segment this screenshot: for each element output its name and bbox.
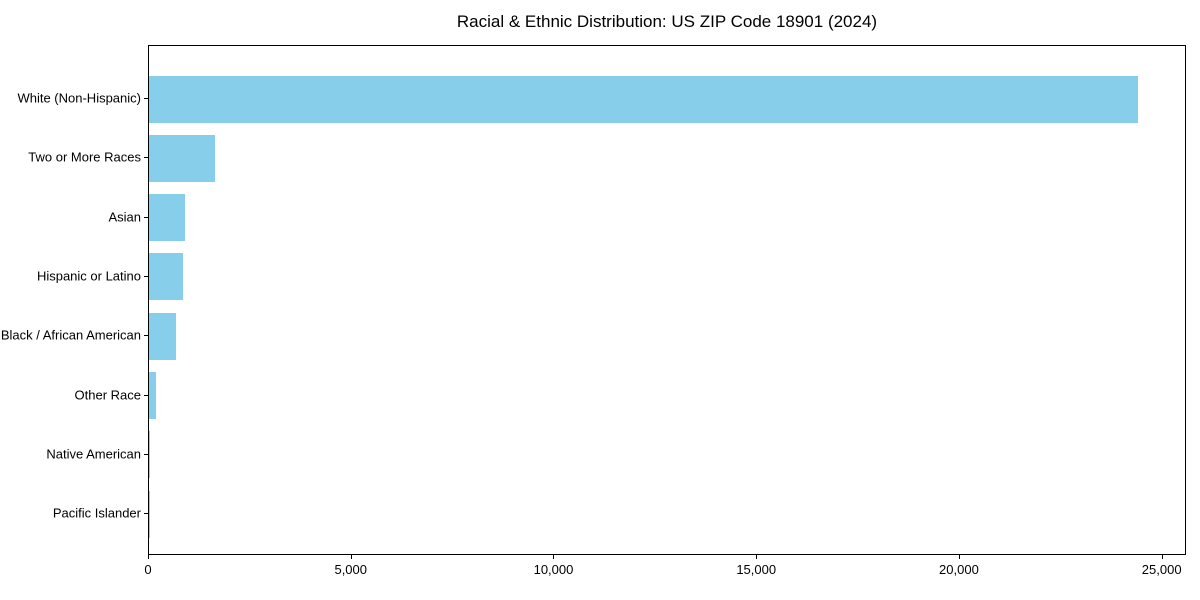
y-tick-mark [144, 513, 148, 515]
x-tick-mark [958, 555, 960, 559]
y-tick-label: Hispanic or Latino [36, 268, 141, 284]
bar [149, 253, 184, 301]
x-tick-label: 0 [144, 562, 152, 577]
y-tick-label: Native American [46, 446, 141, 462]
y-tick-label: Two or More Races [28, 149, 141, 165]
x-tick-mark [553, 555, 555, 559]
bar [149, 134, 216, 182]
y-tick-mark [144, 216, 148, 218]
bar [149, 75, 1138, 123]
chart-title: Racial & Ethnic Distribution: US ZIP Cod… [456, 12, 878, 31]
x-tick-mark [756, 555, 758, 559]
x-tick-label: 25,000 [1141, 562, 1182, 577]
x-tick-mark [148, 555, 149, 559]
y-tick-mark [144, 275, 148, 277]
plot-area [148, 45, 1186, 555]
x-tick-mark [1161, 555, 1163, 559]
y-tick-mark [144, 157, 148, 159]
y-tick-label: Pacific Islander [52, 505, 141, 521]
y-tick-mark [144, 394, 148, 396]
y-tick-label: Asian [108, 209, 141, 225]
bar [149, 372, 156, 419]
y-tick-mark [144, 335, 148, 337]
x-tick-label: 20,000 [939, 562, 979, 577]
y-tick-label: Other Race [74, 387, 141, 402]
y-tick-mark [144, 98, 148, 99]
bar [149, 312, 177, 360]
x-tick-label: 5,000 [334, 562, 368, 577]
y-tick-label: Black / African American [0, 327, 141, 343]
bar [149, 194, 186, 242]
x-tick-label: 10,000 [533, 562, 574, 577]
x-tick-label: 15,000 [736, 562, 777, 577]
y-tick-label: White (Non-Hispanic) [17, 90, 141, 106]
y-tick-mark [144, 453, 148, 455]
x-tick-mark [350, 555, 352, 559]
